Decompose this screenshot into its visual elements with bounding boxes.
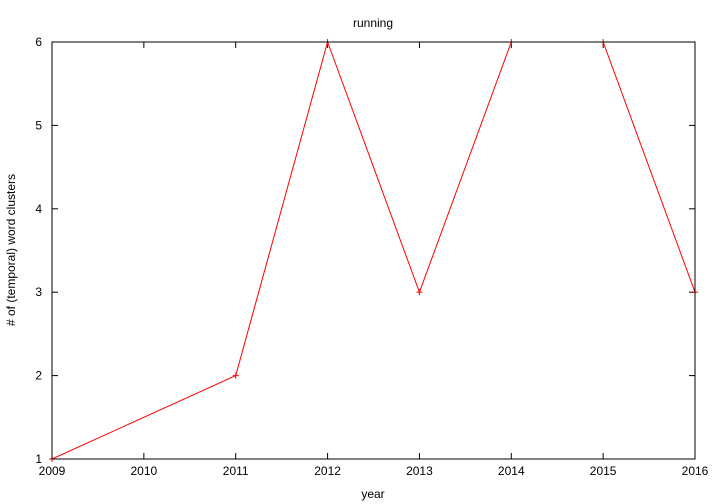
series-group <box>49 39 698 462</box>
y-tick-label: 3 <box>35 285 42 299</box>
x-tick-label: 2013 <box>406 464 433 478</box>
axis-ticks <box>51 41 696 460</box>
y-tick-label: 6 <box>35 35 42 49</box>
x-tick-label: 2011 <box>223 464 249 478</box>
x-tick-label: 2009 <box>39 464 66 478</box>
x-tick-label: 2015 <box>590 464 617 478</box>
y-tick-label: 2 <box>35 369 42 383</box>
data-point-marker <box>232 372 239 379</box>
chart-title: running <box>353 16 393 30</box>
y-tick-label: 4 <box>35 202 42 216</box>
series-line <box>51 40 696 460</box>
data-point-marker <box>416 289 423 296</box>
x-tick-label: 2016 <box>682 464 709 478</box>
y-tick-label: 1 <box>35 452 42 466</box>
plot-frame <box>51 41 696 460</box>
x-tick-label: 2012 <box>314 464 341 478</box>
x-tick-label: 2010 <box>131 464 158 478</box>
x-axis-label: year <box>361 487 384 501</box>
tick-labels: 2009 2010 2011 2012 2013 2014 2015 2016 1 2 3 4 5 6 <box>35 35 708 478</box>
x-tick-label: 2014 <box>498 464 525 478</box>
y-tick-label: 5 <box>35 118 42 132</box>
y-axis-label: # of (temporal) word clusters <box>4 174 18 326</box>
